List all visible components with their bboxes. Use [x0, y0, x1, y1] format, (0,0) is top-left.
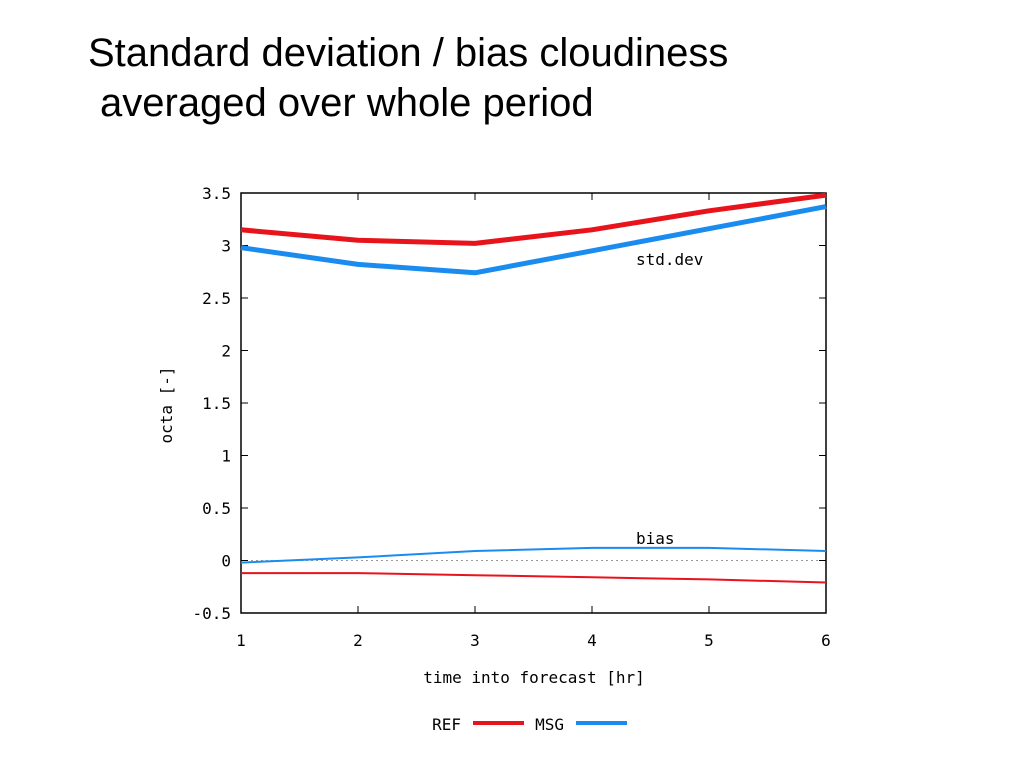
series-line-msg-bias [240, 546, 827, 564]
y-tick-label: -0.5 [192, 604, 231, 623]
legend-label-msg: MSG [535, 715, 564, 734]
x-tick-label: 2 [353, 631, 363, 650]
slide-title-line-1: Standard deviation / bias cloudiness [88, 31, 729, 75]
legend-label-ref: REF [432, 715, 461, 734]
annotation-bias: bias [636, 529, 675, 548]
slide-title: Standard deviation / bias cloudiness ave… [88, 28, 728, 128]
series-line-ref-std-dev [240, 192, 827, 246]
legend: REF MSG [432, 715, 627, 734]
annotation-std-dev: std.dev [636, 250, 703, 269]
y-tick-label: 3 [221, 237, 231, 256]
y-tick-label: 3.5 [202, 184, 231, 203]
x-tick-label: 5 [704, 631, 714, 650]
y-tick-label: 1 [221, 447, 231, 466]
y-tick-label: 0 [221, 552, 231, 571]
y-axis-label: octa [-] [157, 366, 176, 443]
x-tick-label: 1 [236, 631, 246, 650]
slide-title-line-2: averaged over whole period [100, 81, 594, 125]
series-line-ref-bias [241, 572, 827, 584]
plot-area: 3.5 3 2.5 2 1.5 1 0.5 0 -0.5 1 2 3 4 5 6 [192, 184, 830, 650]
x-axis-label: time into forecast [hr] [423, 668, 645, 687]
y-tick-label: 0.5 [202, 499, 231, 518]
y-tick-label: 2.5 [202, 289, 231, 308]
x-tick-label: 3 [470, 631, 480, 650]
series-line-msg-std-dev [240, 204, 827, 276]
y-tick-label: 2 [221, 342, 231, 361]
x-tick-label: 4 [587, 631, 597, 650]
y-tick-label: 1.5 [202, 394, 231, 413]
x-tick-label: 6 [821, 631, 831, 650]
